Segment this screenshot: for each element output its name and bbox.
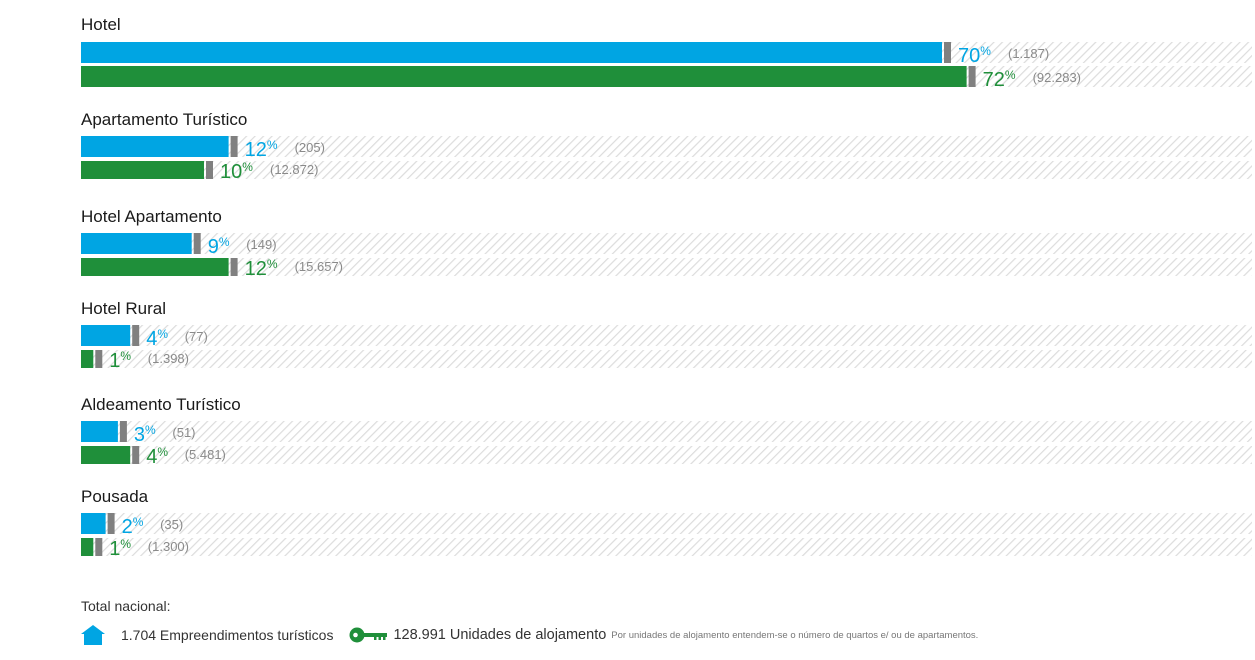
percent-sign: % bbox=[133, 515, 144, 529]
house-icon bbox=[81, 625, 105, 645]
data-label-percent: 1% bbox=[109, 349, 131, 372]
bar-establishments bbox=[81, 233, 192, 254]
data-label-count: (1.187) bbox=[1008, 46, 1049, 61]
bar-units bbox=[81, 258, 229, 276]
bar-units bbox=[81, 350, 94, 368]
data-label-count: (77) bbox=[185, 329, 208, 344]
data-label-count: (205) bbox=[295, 140, 325, 155]
bar-track bbox=[81, 136, 1252, 157]
units-total-text: 128.991 Unidades de alojamento bbox=[393, 627, 607, 643]
data-label-percent: 12% bbox=[245, 138, 278, 161]
percent-sign: % bbox=[267, 138, 278, 152]
bar-establishments bbox=[81, 421, 118, 442]
data-label-percent: 72% bbox=[983, 68, 1016, 91]
key-icon bbox=[349, 627, 388, 643]
bar-units bbox=[81, 446, 131, 464]
data-label-count: (149) bbox=[246, 237, 276, 252]
bar-track bbox=[81, 350, 1252, 368]
bar-units bbox=[81, 161, 204, 179]
percent-sign: % bbox=[1005, 68, 1016, 82]
bar-establishments bbox=[81, 42, 942, 63]
bar-track bbox=[81, 233, 1252, 254]
units-total: 128.991 Unidades de alojamento bbox=[349, 627, 606, 643]
bar-end-marker bbox=[968, 66, 976, 87]
data-label-count: (15.657) bbox=[295, 259, 343, 274]
data-label-percent: 9% bbox=[208, 235, 230, 258]
data-label-percent: 10% bbox=[220, 160, 253, 183]
footer: Total nacional: 1.704 Empreendimentos tu… bbox=[81, 598, 1241, 645]
bar-track bbox=[81, 161, 1252, 179]
category-label: Apartamento Turístico bbox=[81, 110, 247, 129]
bar-track bbox=[81, 513, 1252, 534]
category-label: Aldeamento Turístico bbox=[81, 395, 241, 414]
data-label-percent: 4% bbox=[146, 445, 168, 468]
bar-establishments bbox=[81, 325, 131, 346]
data-label-count: (92.283) bbox=[1033, 70, 1081, 85]
bar-end-marker bbox=[230, 258, 238, 276]
percent-sign: % bbox=[157, 445, 168, 459]
bar-end-marker bbox=[230, 136, 238, 157]
data-label-count: (1.398) bbox=[148, 351, 189, 366]
category-label: Pousada bbox=[81, 487, 149, 506]
data-label-percent: 3% bbox=[134, 423, 156, 446]
data-label-count: (35) bbox=[160, 517, 183, 532]
percent-sign: % bbox=[120, 537, 131, 551]
category-label: Hotel Rural bbox=[81, 299, 166, 318]
bar-end-marker bbox=[132, 325, 140, 346]
percent-sign: % bbox=[980, 44, 991, 58]
percent-sign: % bbox=[219, 235, 230, 249]
category-group: Hotel Rural 4% (77) 1% (1.398) bbox=[81, 299, 1252, 372]
category-group: Apartamento Turístico 12% (205) 10% (12.872) bbox=[81, 110, 1252, 183]
data-label-count: (51) bbox=[172, 425, 195, 440]
category-group: Pousada 2% (35) 1% (1.300) bbox=[81, 487, 1252, 560]
bar-establishments bbox=[81, 513, 106, 534]
bar-end-marker bbox=[107, 513, 115, 534]
total-national-label: Total nacional: bbox=[81, 598, 171, 614]
bar-end-marker bbox=[95, 350, 103, 368]
percent-sign: % bbox=[267, 257, 278, 271]
bar-end-marker bbox=[944, 42, 951, 63]
category-group: Hotel 70% (1.187) 72% (92.283) bbox=[81, 15, 1252, 91]
units-footnote: Por unidades de alojamento entendem-se o… bbox=[611, 629, 979, 641]
bar-end-marker bbox=[206, 161, 213, 179]
bar-track bbox=[81, 258, 1252, 276]
bar-end-marker bbox=[193, 233, 201, 254]
data-label-percent: 70% bbox=[958, 44, 991, 67]
bar-units bbox=[81, 66, 967, 87]
bar-establishments bbox=[81, 136, 229, 157]
data-label-percent: 4% bbox=[146, 327, 168, 350]
data-label-count: (5.481) bbox=[185, 447, 226, 462]
establishments-total-text: 1.704 Empreendimentos turísticos bbox=[121, 627, 334, 643]
bar-track bbox=[81, 538, 1252, 556]
data-label-percent: 1% bbox=[109, 537, 131, 560]
category-group: Hotel Apartamento 9% (149) 12% (15.657) bbox=[81, 207, 1252, 280]
totals-legend: 1.704 Empreendimentos turísticos 128.991… bbox=[81, 625, 1241, 645]
bar-end-marker bbox=[95, 538, 103, 556]
data-label-percent: 2% bbox=[122, 515, 144, 538]
percent-sign: % bbox=[145, 423, 156, 437]
data-label-count: (1.300) bbox=[148, 539, 189, 554]
data-label-percent: 12% bbox=[245, 257, 278, 280]
data-label-count: (12.872) bbox=[270, 162, 318, 177]
bar-track bbox=[81, 421, 1252, 442]
bar-units bbox=[81, 538, 94, 556]
category-group: Aldeamento Turístico 3% (51) 4% (5.481) bbox=[81, 395, 1252, 468]
bar-track bbox=[81, 325, 1252, 346]
percent-sign: % bbox=[120, 349, 131, 363]
percent-sign: % bbox=[242, 160, 253, 174]
bar-track bbox=[81, 446, 1252, 464]
category-label: Hotel Apartamento bbox=[81, 207, 222, 226]
category-label: Hotel bbox=[81, 15, 121, 34]
bar-end-marker bbox=[132, 446, 140, 464]
percent-sign: % bbox=[157, 327, 168, 341]
establishments-total: 1.704 Empreendimentos turísticos bbox=[81, 625, 333, 645]
bar-end-marker bbox=[119, 421, 127, 442]
